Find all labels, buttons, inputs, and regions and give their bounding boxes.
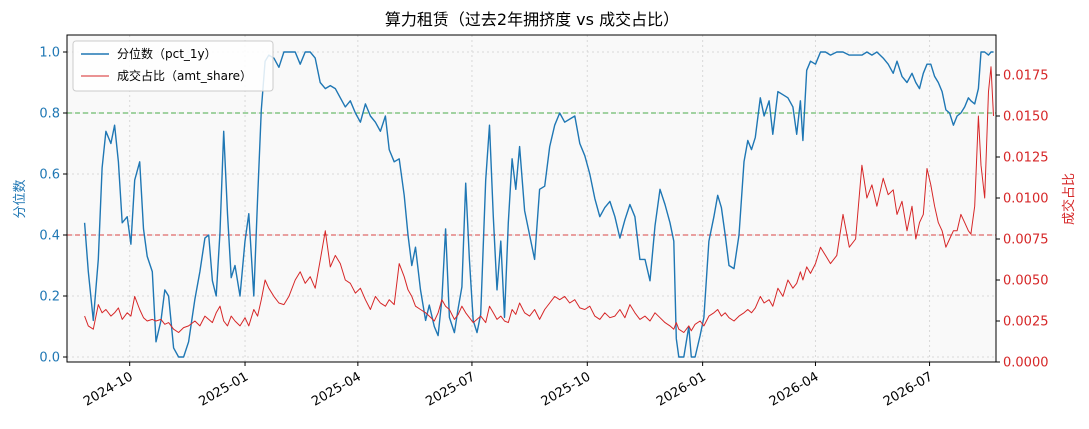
legend-box (72, 40, 274, 92)
right-tick-label: 0.0050 (1003, 274, 1049, 289)
series-pct-line (83, 51, 994, 358)
left-tick-label: 0.8 (39, 107, 60, 122)
y-axis-right-label: 成交占比 (1061, 173, 1077, 225)
right-tick-label: 0.0100 (1003, 192, 1049, 207)
legend: 分位数（pct_1y） 成交占比（amt_share） (72, 40, 274, 92)
legend-label-amt: 成交占比（amt_share） (117, 68, 252, 83)
right-tick-label: 0.0000 (1003, 356, 1049, 371)
right-tick-label: 0.0025 (1003, 315, 1049, 330)
x-tick-label: 2024-10 (81, 369, 136, 409)
legend-label-pct: 分位数（pct_1y） (117, 46, 217, 61)
y-axis-left-label: 分位数 (13, 179, 28, 218)
right-axis-ticks: 0.0000 0.0025 0.0050 0.0075 0.0100 0.0125 0.01… (996, 69, 1049, 371)
left-axis-ticks: 0.0 0.2 0.4 0.6 0.8 1.0 (39, 46, 67, 366)
chart-title: 算力租赁（过去2年拥挤度 vs 成交占比） (385, 10, 679, 29)
x-tick-label: 2025-10 (539, 369, 594, 409)
left-tick-label: 0.6 (39, 168, 60, 183)
x-tick-label: 2025-04 (309, 369, 364, 409)
x-tick-label: 2026-04 (767, 369, 822, 409)
threshold-lines (67, 112, 996, 236)
series-layer (83, 51, 994, 358)
right-tick-label: 0.0125 (1003, 151, 1049, 166)
x-axis-ticks: 2024-10 2025-01 2025-04 2025-07 2025-10 2026-… (81, 362, 936, 410)
right-tick-label: 0.0175 (1003, 69, 1049, 84)
series-amt-line (84, 66, 994, 333)
x-tick-label: 2025-01 (196, 369, 251, 409)
left-tick-label: 0.4 (39, 229, 60, 244)
right-tick-label: 0.0150 (1003, 110, 1049, 125)
x-tick-label: 2026-01 (654, 369, 709, 409)
left-tick-label: 1.0 (39, 46, 60, 61)
left-tick-label: 0.0 (39, 351, 60, 366)
right-tick-label: 0.0075 (1003, 233, 1049, 248)
x-tick-label: 2026-07 (881, 369, 936, 409)
left-tick-label: 0.2 (39, 290, 60, 305)
x-tick-label: 2025-07 (423, 369, 478, 409)
